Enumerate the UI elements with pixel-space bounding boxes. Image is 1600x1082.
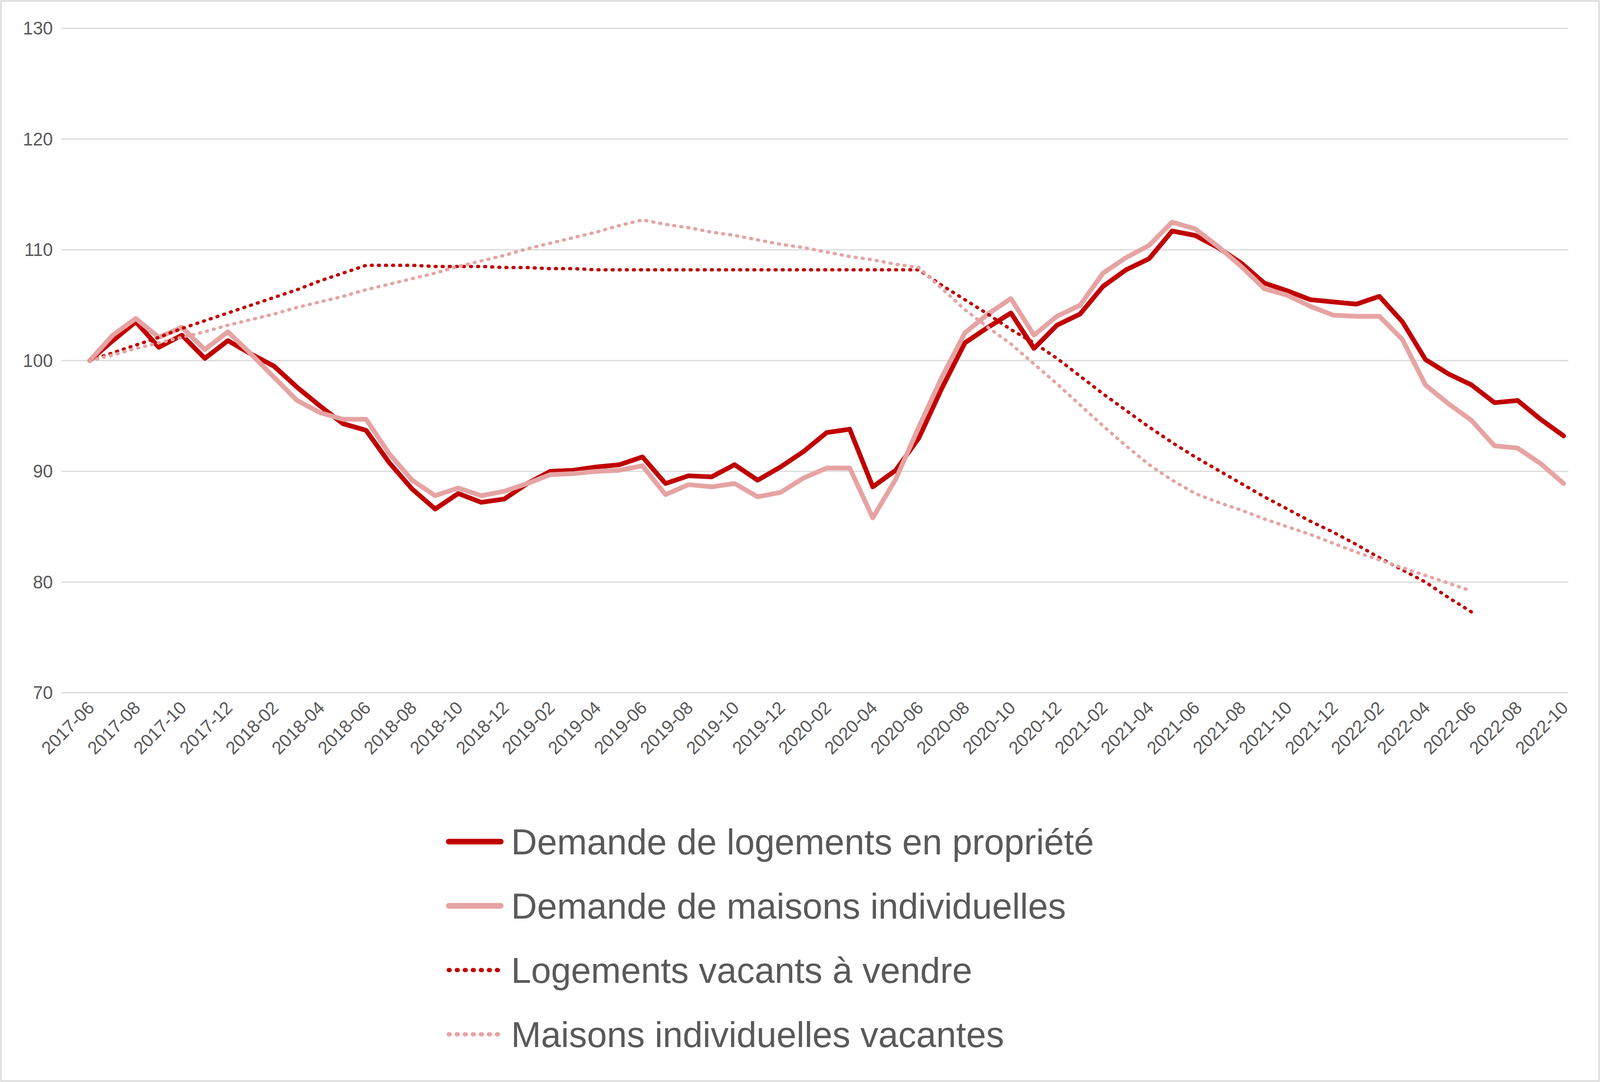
- legend-label: Logements vacants à vendre: [511, 950, 973, 991]
- legend-swatch: [448, 1032, 501, 1037]
- legend-label: Maisons individuelles vacantes: [511, 1014, 1004, 1055]
- chart: 7080901001101201302017-062017-082017-102…: [0, 0, 1600, 1082]
- y-tick-label: 80: [33, 572, 53, 593]
- x-tick-label: 2022-10: [1511, 697, 1572, 759]
- series-line: [89, 222, 1564, 518]
- y-tick-label: 130: [23, 18, 53, 39]
- legend: Demande de logements en propriété Demande…: [448, 821, 1095, 1055]
- y-tick-label: 100: [23, 350, 53, 371]
- legend-swatch: [448, 903, 501, 909]
- series-group: [89, 220, 1564, 613]
- legend-label: Demande de logements en propriété: [511, 821, 1095, 863]
- series-line: [89, 265, 1472, 613]
- y-tick-label: 70: [33, 683, 53, 703]
- grid-line: [61, 27, 1569, 30]
- grid-line: [61, 692, 1569, 694]
- grid: [61, 28, 1569, 694]
- y-tick-label: 120: [23, 129, 53, 150]
- legend-swatch: [448, 838, 501, 845]
- series-line: [89, 220, 1472, 592]
- legend-label: Demande de maisons individuelles: [511, 886, 1066, 927]
- legend-swatch: [448, 968, 501, 973]
- y-tick-label: 90: [33, 461, 53, 482]
- y-tick-label: 110: [24, 239, 53, 260]
- chart-frame: [0, 0, 1600, 1082]
- grid-line: [61, 359, 1569, 362]
- grid-line: [61, 581, 1569, 583]
- grid-line: [61, 138, 1569, 140]
